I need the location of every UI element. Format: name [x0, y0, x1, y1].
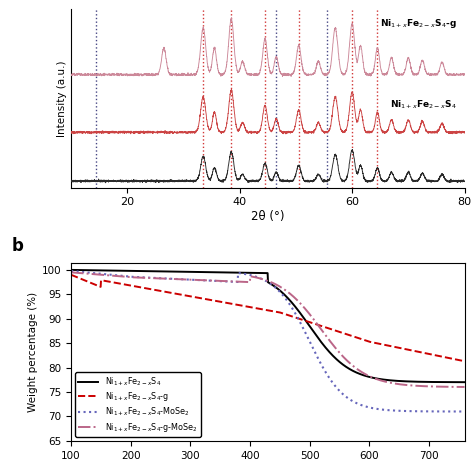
X-axis label: 2θ (°): 2θ (°): [251, 210, 284, 223]
Text: Ni$_{1+x}$Fe$_{2-x}$S$_4$-g: Ni$_{1+x}$Fe$_{2-x}$S$_4$-g: [380, 17, 456, 29]
Y-axis label: Intensity (a.u.): Intensity (a.u.): [57, 60, 67, 137]
Text: Ni$_{1+x}$Fe$_{2-x}$S$_4$: Ni$_{1+x}$Fe$_{2-x}$S$_4$: [390, 99, 456, 111]
Text: b: b: [12, 237, 24, 255]
Legend: Ni$_{1+x}$Fe$_{2-x}$S$_4$, Ni$_{1+x}$Fe$_{2-x}$S$_4$-g, Ni$_{1+x}$Fe$_{2-x}$S$_4: Ni$_{1+x}$Fe$_{2-x}$S$_4$, Ni$_{1+x}$Fe$…: [75, 372, 201, 437]
Y-axis label: Weight percentage (%): Weight percentage (%): [27, 292, 37, 412]
